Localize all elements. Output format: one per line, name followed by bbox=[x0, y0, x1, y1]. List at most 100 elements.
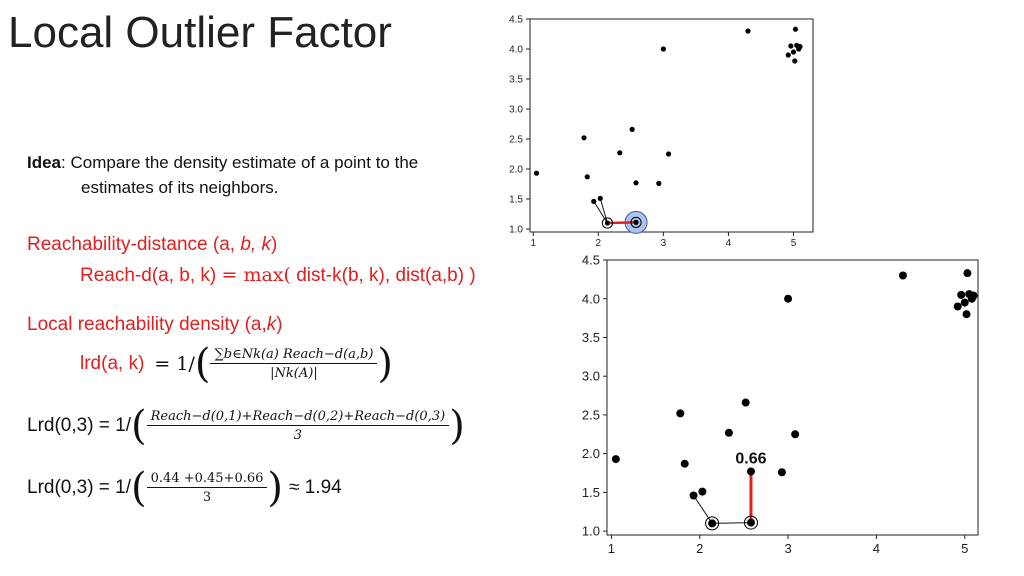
data-point bbox=[656, 180, 662, 186]
lrd03b-paren-right: ) bbox=[267, 465, 284, 511]
data-point bbox=[629, 126, 635, 132]
neighbor-line bbox=[712, 522, 751, 524]
lrd03b-result: ≈ 1.94 bbox=[289, 477, 342, 498]
neighbor-line bbox=[599, 198, 608, 224]
y-tick-label: 4.0 bbox=[509, 45, 523, 56]
lrd-eq: = 1/ bbox=[154, 353, 195, 375]
y-tick-label: 2.5 bbox=[509, 135, 523, 146]
data-point bbox=[777, 468, 786, 477]
lrd-title-plain: Local reachability density (a, bbox=[27, 314, 267, 335]
data-point bbox=[724, 428, 733, 437]
data-point bbox=[611, 455, 620, 464]
lrd03-numerator: Reach−d(0,1)+Reach−d(0,2)+Reach−d(0,3) bbox=[146, 409, 450, 426]
x-tick-label: 5 bbox=[791, 238, 797, 246]
y-tick-label: 3.5 bbox=[582, 330, 600, 345]
distance-annotation: 0.66 bbox=[735, 450, 766, 467]
y-tick-label: 4.5 bbox=[582, 253, 600, 268]
data-point bbox=[792, 26, 799, 32]
reach-distance-line bbox=[607, 221, 637, 225]
ringed-point bbox=[705, 516, 720, 531]
data-point bbox=[660, 46, 666, 52]
data-point bbox=[591, 198, 597, 204]
data-point bbox=[604, 220, 611, 226]
idea-text: Idea: Compare the density estimate of a … bbox=[27, 150, 497, 200]
lrd03b-lhs: Lrd(0,3) = 1/ bbox=[27, 477, 132, 498]
y-tick-label: 1.0 bbox=[582, 524, 600, 539]
ringed-point bbox=[601, 217, 614, 229]
reach-title-end: ) bbox=[270, 234, 278, 255]
lrd-fraction: ∑b∈Nk(a) Reach−d(a,b) |Nk(A)| bbox=[210, 347, 378, 381]
y-tick-label: 2.5 bbox=[582, 407, 600, 422]
lrd-lhs: lrd(a, k) bbox=[80, 353, 145, 374]
reach-max: max( bbox=[237, 264, 291, 286]
y-tick-label: 1.5 bbox=[509, 195, 523, 206]
lrd03b-denominator: 3 bbox=[202, 490, 212, 505]
data-point bbox=[665, 151, 672, 157]
y-tick-label: 4.5 bbox=[509, 15, 523, 26]
data-point bbox=[957, 290, 966, 299]
data-point bbox=[745, 28, 751, 34]
data-point bbox=[785, 52, 791, 58]
x-tick-label: 1 bbox=[530, 238, 536, 246]
data-point bbox=[633, 219, 639, 225]
lrd-title-end: ) bbox=[276, 314, 283, 335]
lrd03-fraction: Reach−d(0,1)+Reach−d(0,2)+Reach−d(0,3) 3 bbox=[146, 409, 450, 443]
x-tick-label: 4 bbox=[873, 541, 880, 556]
data-point bbox=[584, 174, 590, 180]
y-tick-label: 2.0 bbox=[582, 446, 600, 461]
lrd-title-k: k bbox=[266, 314, 277, 335]
lrd03b-fraction: 0.44 +0.45+0.66 3 bbox=[146, 471, 268, 505]
lrd-paren-right: ) bbox=[377, 341, 394, 387]
lrd03-denominator: 3 bbox=[293, 428, 303, 443]
lrd03b-numerator: 0.44 +0.45+0.66 bbox=[146, 471, 268, 488]
lrd03-lhs: Lrd(0,3) = 1/ bbox=[27, 415, 132, 436]
lrd03b-paren-left: ( bbox=[131, 465, 147, 511]
plot-frame bbox=[529, 18, 814, 233]
data-point bbox=[676, 409, 685, 418]
neighbor-line bbox=[693, 495, 713, 524]
scatter-chart-large: 1 2 3 4 5 1.0 1.5 2.0 2.5 3.0 3.5 4.0 4.5 0.66 bbox=[582, 253, 979, 556]
slide-title: Local Outlier Factor bbox=[8, 8, 392, 57]
data-point bbox=[581, 135, 587, 141]
data-point bbox=[698, 487, 707, 496]
data-point bbox=[788, 43, 794, 49]
idea-line-1: : Compare the density estimate of a poin… bbox=[61, 153, 419, 172]
data-point bbox=[746, 467, 755, 476]
lrd03-formula: Lrd(0,3) = 1/ ( Reach−d(0,1)+Reach−d(0,2… bbox=[27, 406, 465, 446]
x-tick-label: 5 bbox=[961, 541, 968, 556]
ringed-point bbox=[743, 515, 758, 530]
y-tick-label: 4.0 bbox=[582, 291, 600, 306]
lrd03-paren-right: ) bbox=[449, 403, 465, 449]
x-tick-label: 3 bbox=[784, 541, 791, 556]
data-point bbox=[689, 491, 698, 500]
data-point bbox=[898, 271, 907, 280]
y-tick-label: 2.0 bbox=[509, 165, 523, 176]
reach-title-plain: Reachability-distance (a, bbox=[27, 234, 241, 255]
reach-title-bk: b, k bbox=[240, 234, 271, 255]
data-point bbox=[962, 310, 971, 319]
data-point bbox=[790, 49, 797, 55]
data-point bbox=[741, 398, 750, 407]
y-tick-label: 3.0 bbox=[509, 105, 523, 116]
data-point bbox=[597, 195, 603, 201]
data-point bbox=[792, 58, 798, 64]
reach-lhs: Reach-d(a, b, k) bbox=[80, 265, 222, 286]
reach-title: Reachability-distance (a, b, k) bbox=[27, 234, 277, 256]
data-point bbox=[791, 430, 800, 439]
reach-eq: = bbox=[221, 264, 238, 286]
idea-line-2: estimates of its neighbors. bbox=[81, 178, 279, 197]
data-point bbox=[680, 459, 689, 468]
lrd-numerator: ∑b∈Nk(a) Reach−d(a,b) bbox=[210, 347, 378, 364]
x-tick-label: 2 bbox=[696, 541, 703, 556]
y-tick-label: 3.0 bbox=[582, 369, 600, 384]
data-point bbox=[967, 294, 976, 303]
lrd03-paren-left: ( bbox=[131, 403, 147, 449]
x-tick-label: 3 bbox=[661, 238, 667, 246]
y-tick-label: 1.5 bbox=[582, 485, 600, 500]
x-tick-label: 2 bbox=[596, 238, 602, 246]
x-tick-label: 4 bbox=[726, 238, 732, 246]
data-point bbox=[617, 150, 623, 156]
ringed-point bbox=[630, 216, 642, 228]
data-point bbox=[960, 298, 969, 307]
reach-formula: Reach-d(a, b, k) = max( dist-k(b, k), di… bbox=[80, 264, 476, 287]
